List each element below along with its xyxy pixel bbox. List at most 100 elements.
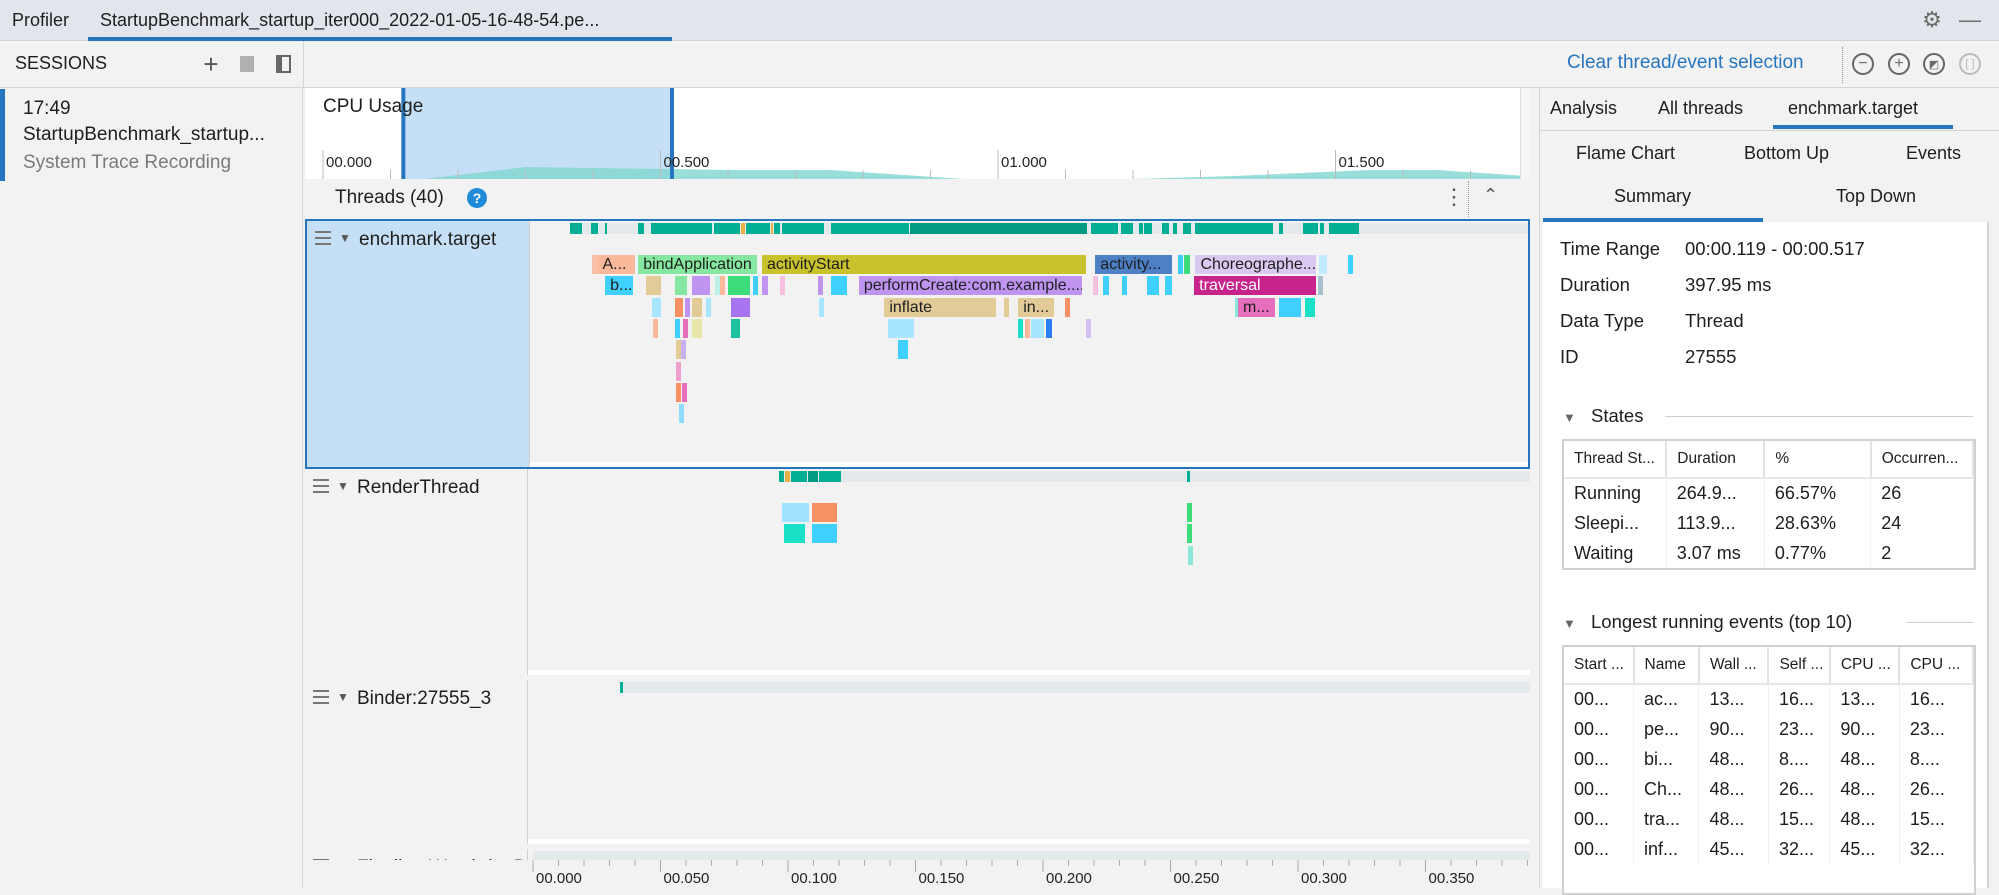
thread-row[interactable]: ▼ enchmark.target A... bindApplication activ… (305, 219, 1530, 469)
selection-start-handle[interactable] (401, 88, 406, 179)
trace-event[interactable] (674, 297, 683, 317)
drag-handle-icon[interactable] (313, 479, 329, 493)
table-row[interactable]: 00... inf... 45... 32... 45... 32... (1564, 834, 1974, 864)
table-row[interactable]: 00... bi... 48... 8.... 48... 8.... (1564, 744, 1974, 774)
trace-event[interactable] (1031, 318, 1044, 338)
gear-icon[interactable]: ⚙ (1922, 7, 1942, 32)
thread-state-segment[interactable] (779, 471, 785, 482)
trace-event[interactable] (1164, 276, 1172, 296)
thread-state-segment[interactable] (1320, 223, 1324, 234)
thread-label[interactable]: ▼ Binder:27555_3 (305, 680, 528, 844)
trace-event[interactable] (781, 503, 809, 522)
column-header[interactable]: Occurren... (1870, 441, 1975, 479)
table-row[interactable]: Running 264.9... 66.57% 26 (1564, 478, 1974, 508)
thread-state-segment[interactable] (1143, 223, 1153, 234)
reset-zoom-icon[interactable]: ◩ (1923, 53, 1945, 75)
minimize-icon[interactable]: — (1959, 7, 1981, 32)
column-header[interactable]: CPU ... (1829, 647, 1901, 685)
column-header[interactable]: Start ... (1564, 647, 1635, 685)
tab-analysis[interactable]: Analysis (1550, 98, 1618, 118)
thread-state-segment[interactable] (619, 682, 623, 693)
column-header[interactable]: Wall ... (1698, 647, 1770, 685)
chevron-down-icon[interactable]: ▼ (339, 231, 351, 245)
selection-range[interactable] (403, 88, 672, 179)
trace-event[interactable] (1102, 276, 1109, 296)
column-header[interactable]: Duration (1666, 441, 1766, 479)
thread-state-segment[interactable] (570, 223, 583, 234)
table-row[interactable]: 00... pe... 90... 23... 90... 23... (1564, 714, 1974, 744)
stop-session-icon[interactable] (240, 56, 254, 72)
table-row[interactable]: Sleepi... 113.9... 28.63% 24 (1564, 508, 1974, 538)
trace-event[interactable] (1046, 318, 1052, 338)
column-header[interactable]: Thread St... (1564, 441, 1668, 479)
trace-event[interactable] (753, 276, 759, 296)
session-item[interactable]: 17:49 StartupBenchmark_startup... System… (0, 89, 303, 181)
trace-event[interactable] (1085, 318, 1091, 338)
trace-event[interactable] (1004, 297, 1010, 317)
trace-event[interactable]: A... (597, 255, 635, 274)
add-session-icon[interactable]: + (203, 48, 219, 79)
trace-event[interactable]: activity... (1095, 255, 1172, 274)
thread-state-segment[interactable] (1120, 223, 1133, 234)
column-header[interactable]: % (1764, 441, 1872, 479)
thread-state-segment[interactable] (808, 471, 818, 482)
thread-state-segment[interactable] (790, 471, 808, 482)
trace-event[interactable] (675, 318, 681, 338)
trace-event[interactable] (1187, 503, 1193, 522)
thread-label[interactable]: ▼ enchmark.target (307, 221, 530, 467)
thread-state-segment[interactable] (590, 223, 598, 234)
trace-event[interactable] (1234, 297, 1240, 317)
trace-event[interactable] (1024, 318, 1030, 338)
trace-event[interactable] (1317, 276, 1323, 296)
tab-recording-file[interactable]: StartupBenchmark_startup_iter000_2022-01… (88, 0, 672, 41)
thread-state-segment[interactable] (830, 223, 909, 234)
tab-profiler[interactable]: Profiler (12, 10, 70, 30)
trace-event[interactable] (728, 276, 750, 296)
trace-event[interactable] (898, 340, 908, 360)
table-row[interactable]: 00... Ch... 48... 26... 48... 26... (1564, 774, 1974, 804)
thread-state-segment[interactable] (785, 471, 790, 482)
trace-event[interactable] (676, 382, 681, 402)
tab-all-threads[interactable]: All threads (1658, 98, 1744, 118)
trace-event[interactable] (1183, 255, 1191, 274)
trace-event[interactable]: performCreate:com.example.... (858, 276, 1083, 296)
thread-state-segment[interactable] (818, 471, 841, 482)
trace-event[interactable]: Choreographe... (1195, 255, 1316, 274)
thread-state-segment[interactable] (650, 223, 712, 234)
trace-event[interactable] (692, 276, 710, 296)
thread-state-segment[interactable] (1195, 223, 1273, 234)
trace-event[interactable] (1279, 297, 1302, 317)
trace-event[interactable] (1187, 524, 1193, 544)
trace-event[interactable] (830, 276, 847, 296)
table-row[interactable]: Waiting 3.07 ms 0.77% 2 (1564, 538, 1974, 568)
more-options-icon[interactable]: ⋮ (1443, 184, 1465, 209)
trace-event[interactable] (1017, 318, 1023, 338)
thread-state-segment[interactable] (1279, 223, 1283, 234)
trace-event[interactable]: inflate (884, 297, 996, 317)
trace-event[interactable]: b... (605, 276, 634, 296)
subtab-top-down[interactable]: Top Down (1836, 186, 1917, 206)
drag-handle-icon[interactable] (315, 231, 331, 245)
trace-event[interactable] (819, 297, 825, 317)
trace-event[interactable] (731, 297, 750, 317)
trace-event[interactable] (714, 276, 720, 296)
scrollbar[interactable] (1520, 88, 1530, 179)
thread-label[interactable]: ▼ RenderThread (305, 469, 528, 675)
states-section-header[interactable]: ▼ States (1563, 405, 1983, 427)
longest-events-section-header[interactable]: ▼ Longest running events (top 10) (1563, 611, 1983, 633)
thread-state-segment[interactable] (1090, 223, 1118, 234)
subtab-summary[interactable]: Summary (1614, 186, 1692, 206)
trace-event[interactable] (692, 297, 703, 317)
thread-state-segment[interactable] (638, 223, 645, 234)
trace-event[interactable] (681, 382, 687, 402)
trace-event[interactable]: m... (1238, 297, 1276, 317)
trace-event[interactable] (645, 276, 661, 296)
thread-state-segment[interactable] (781, 223, 824, 234)
zoom-in-icon[interactable]: + (1888, 53, 1910, 75)
thread-state-segment[interactable] (774, 223, 780, 234)
column-header[interactable]: CPU ... (1899, 647, 1974, 685)
trace-event[interactable] (887, 318, 914, 338)
thread-state-segment[interactable] (1162, 223, 1169, 234)
trace-event[interactable] (676, 361, 681, 381)
trace-event[interactable]: in... (1018, 297, 1055, 317)
